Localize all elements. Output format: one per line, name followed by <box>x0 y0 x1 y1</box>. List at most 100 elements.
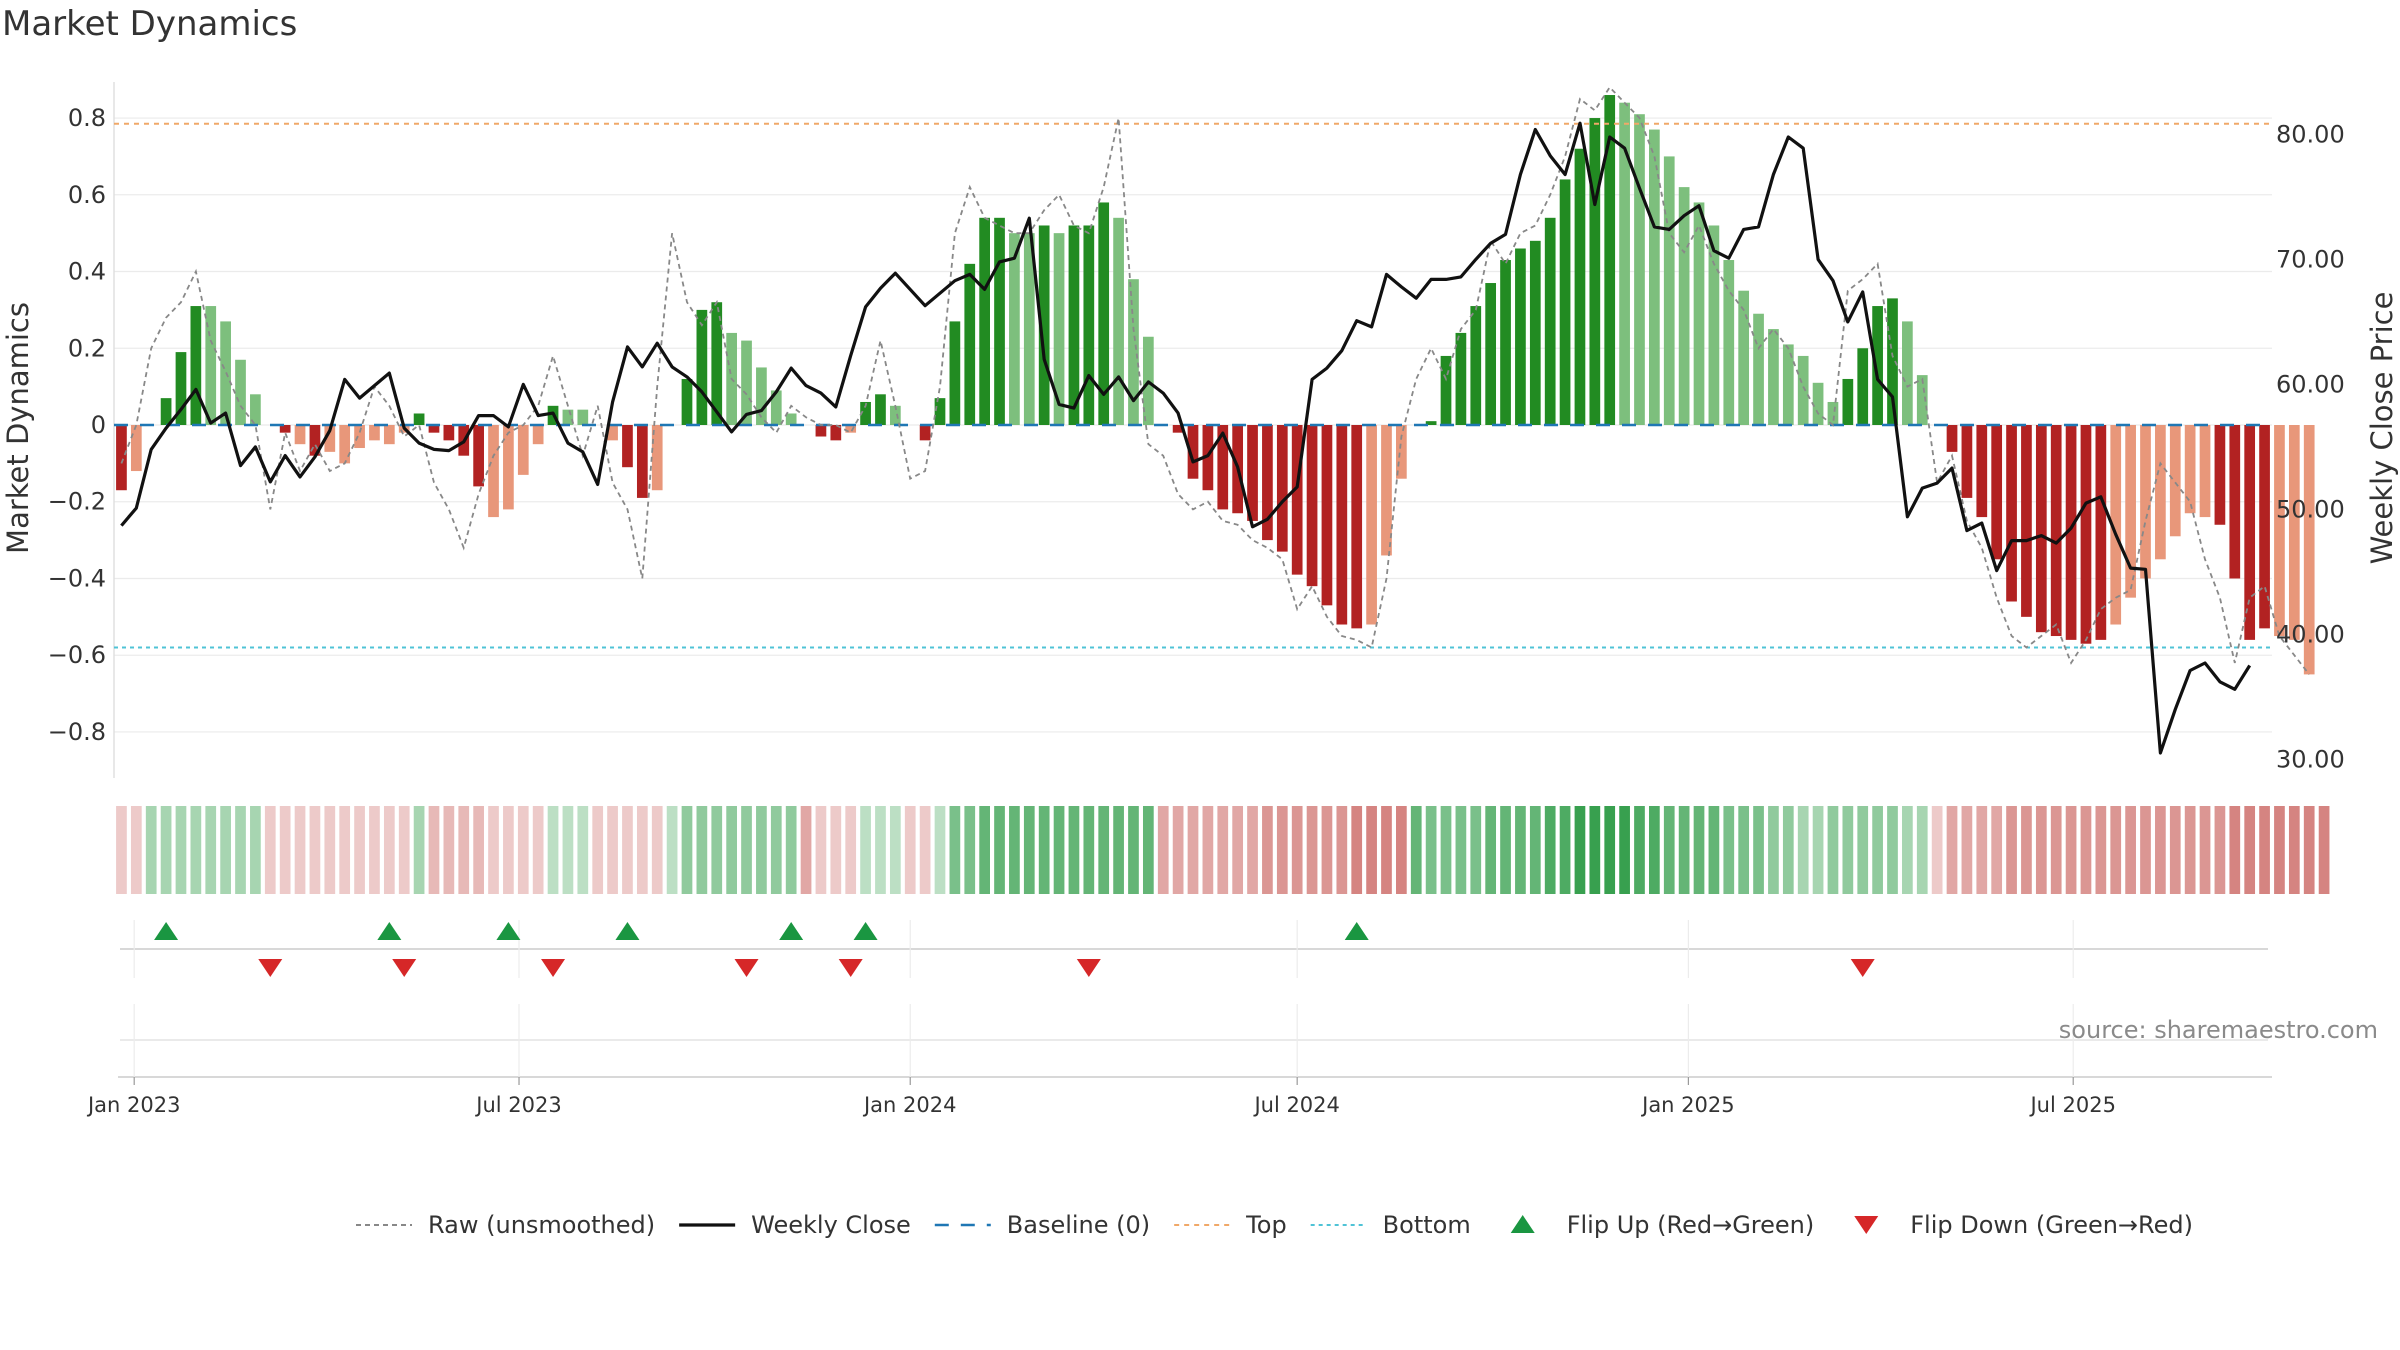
y-tick-label: 0.2 <box>68 334 106 362</box>
line-layer <box>114 85 2310 755</box>
x-tick-label: Jan 2023 <box>86 1093 181 1117</box>
regime-band-cell <box>1902 806 1913 894</box>
regime-band-cell <box>1515 806 1526 894</box>
regime-band-cell <box>756 806 767 894</box>
regime-band-cell <box>354 806 365 894</box>
x-tick-label: Jul 2023 <box>474 1093 561 1117</box>
regime-band-cell <box>2303 806 2315 894</box>
y-tick-label: −0.6 <box>48 641 106 669</box>
regime-band-cell <box>1619 806 1630 894</box>
regime-band-cell <box>1500 806 1511 894</box>
regime-band-cell <box>1797 806 1809 894</box>
momentum-bar <box>562 409 574 425</box>
source-credit: source: sharemaestro.com <box>2059 1016 2378 1044</box>
momentum-bar <box>1083 225 1095 425</box>
momentum-bar <box>1991 425 2003 560</box>
momentum-bar <box>875 394 886 425</box>
momentum-bar <box>696 309 708 425</box>
x-tick-label: Jan 2024 <box>862 1093 957 1117</box>
regime-band-cell <box>1381 806 1392 894</box>
flip-down-marker <box>838 959 863 977</box>
regime-band-cell <box>1276 806 1288 894</box>
y2-tick-label: 80.00 <box>2276 120 2345 148</box>
regime-band-cell <box>1232 806 1244 894</box>
regime-band-cell <box>1693 806 1705 894</box>
momentum-bar <box>1678 187 1690 425</box>
raw-series-line <box>120 85 2310 675</box>
regime-band-cell <box>1946 806 1958 894</box>
regime-band-cell <box>1529 806 1541 894</box>
regime-band-cell <box>815 806 827 894</box>
regime-band-cell <box>2080 806 2092 894</box>
regime-band-cell <box>2065 806 2077 894</box>
regime-band-cell <box>1262 806 1273 894</box>
regime-band-cell <box>458 806 470 894</box>
regime-band-cell <box>2214 806 2226 894</box>
momentum-bar <box>1663 156 1675 426</box>
momentum-bar <box>815 425 827 437</box>
momentum-bar <box>1187 425 1199 479</box>
momentum-bar <box>860 401 871 425</box>
regime-band-cell <box>1604 806 1616 894</box>
regime-band-cell <box>1976 806 1988 894</box>
momentum-bar <box>1946 425 1958 452</box>
momentum-bar <box>1381 425 1392 556</box>
regime-band-cell <box>2006 806 2017 894</box>
momentum-bar <box>2184 425 2196 514</box>
regime-band-cell <box>904 806 916 894</box>
momentum-bar <box>1768 329 1779 425</box>
regime-band-cell <box>488 806 499 894</box>
momentum-bar <box>2125 425 2136 598</box>
regime-band-cell <box>1649 806 1660 894</box>
momentum-bar <box>488 425 499 518</box>
legend-item-bottom: Bottom <box>1310 1211 1471 1239</box>
regime-band-cell <box>369 806 380 894</box>
momentum-bar <box>1172 425 1184 433</box>
legend-swatch <box>1510 1215 1535 1233</box>
momentum-bar <box>1738 290 1750 425</box>
regime-band-cell <box>1544 806 1556 894</box>
momentum-bar <box>160 398 172 425</box>
regime-band-cell <box>1738 806 1750 894</box>
y2-tick-label: 30.00 <box>2276 745 2345 773</box>
legend-item-flip_up: Flip Up (Red→Green) <box>1510 1211 1814 1239</box>
regime-band-cell <box>1410 806 1422 894</box>
chart-title: Market Dynamics <box>2 4 298 44</box>
momentum-bar <box>964 263 976 425</box>
momentum-bar <box>279 425 291 433</box>
regime-band-cell <box>443 806 455 894</box>
momentum-bar <box>1366 425 1377 625</box>
regime-band-cell <box>1128 806 1139 894</box>
momentum-bar <box>1708 225 1720 425</box>
legend-label: Raw (unsmoothed) <box>428 1211 655 1239</box>
regime-band-cell <box>2155 806 2166 894</box>
momentum-bar <box>1009 233 1020 425</box>
y-tick-label: −0.2 <box>48 488 106 516</box>
momentum-bar <box>1291 425 1303 575</box>
regime-band-cell <box>562 806 574 894</box>
regime-band-cell <box>1663 806 1675 894</box>
momentum-bars <box>116 95 2315 675</box>
momentum-bar <box>651 425 663 491</box>
regime-band-cell <box>1470 806 1482 894</box>
momentum-bar <box>294 425 306 445</box>
momentum-bar <box>2244 425 2256 640</box>
momentum-bar <box>2155 425 2166 560</box>
regime-band-cell <box>339 806 351 894</box>
regime-band-cell <box>2125 806 2136 894</box>
momentum-bar <box>1902 321 1913 425</box>
regime-band-cell <box>577 806 589 894</box>
regime-band-cell <box>532 806 544 894</box>
momentum-bar <box>1857 348 1869 425</box>
legend-item-baseline: Baseline (0) <box>934 1211 1150 1239</box>
momentum-bar <box>2259 425 2270 629</box>
legend-item-top: Top <box>1174 1211 1287 1239</box>
regime-band-cell <box>1217 806 1229 894</box>
momentum-bar <box>339 425 351 464</box>
regime-band-cell <box>592 806 604 894</box>
momentum-bar <box>517 425 529 475</box>
momentum-bar <box>636 425 648 498</box>
x-tick-label: Jul 2024 <box>1252 1093 1339 1117</box>
regime-band-cell <box>2229 806 2241 894</box>
momentum-bar <box>1723 260 1735 425</box>
